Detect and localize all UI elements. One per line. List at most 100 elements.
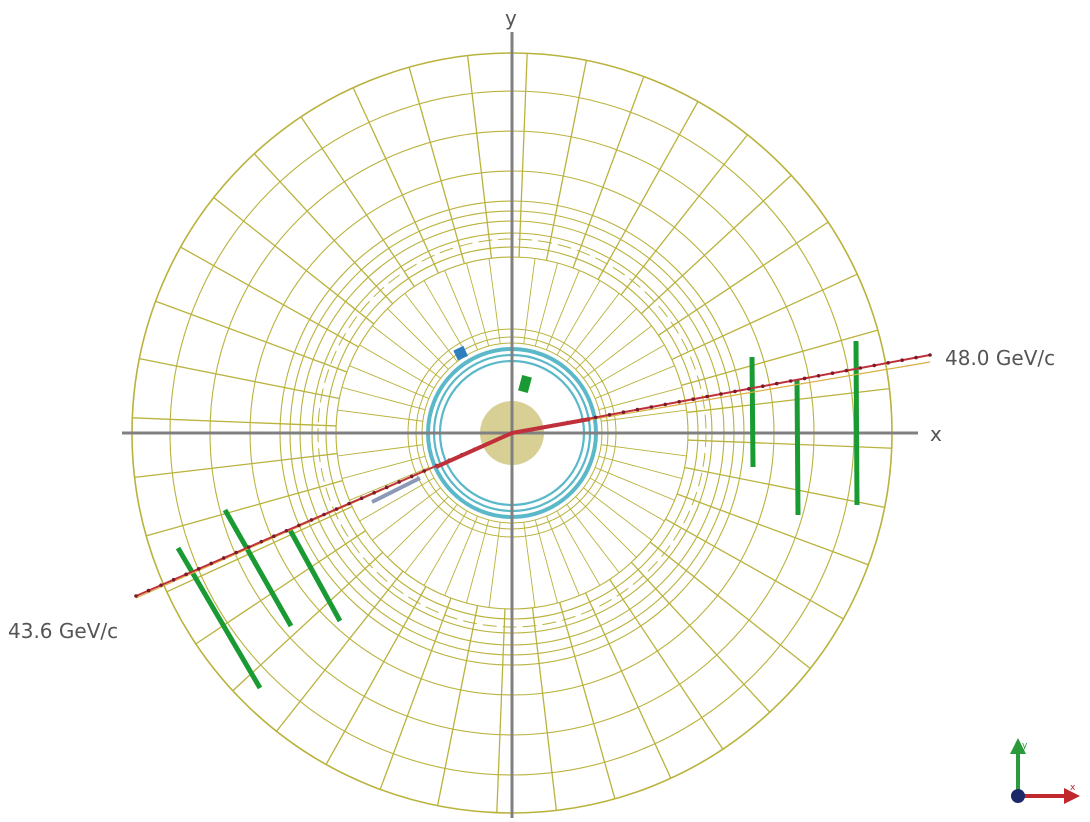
- muon-hit-right-3: [853, 340, 860, 506]
- track-right-point: [607, 413, 612, 417]
- track-left-point: [146, 588, 151, 593]
- detector-spoke: [253, 153, 394, 305]
- track-right-point: [914, 355, 918, 360]
- detector-spoke: [584, 592, 672, 779]
- muon-hit-right-1: [749, 356, 756, 468]
- detector-spoke: [325, 586, 427, 765]
- detector-inner-spoke: [594, 365, 675, 399]
- detector-spoke: [671, 273, 858, 361]
- track-left-point: [221, 556, 226, 560]
- detector-inner-spoke: [404, 504, 458, 573]
- detector-inner-spoke: [598, 455, 683, 479]
- triad-y-arrowhead-icon: [1010, 738, 1026, 754]
- detector-spoke: [352, 87, 440, 274]
- detector-spoke: [687, 439, 892, 449]
- detector-spoke: [466, 55, 493, 259]
- detector-spoke: [518, 53, 528, 258]
- detector-inner-spoke: [444, 270, 478, 351]
- track-right-point: [621, 410, 626, 415]
- muon-hits: [175, 340, 860, 690]
- track-left-point: [322, 512, 326, 517]
- detector-spoke: [684, 466, 885, 509]
- detector-inner-spoke: [349, 365, 430, 399]
- detector-inner-spoke: [583, 325, 652, 379]
- detector-spoke: [609, 579, 724, 750]
- track-left-point: [159, 583, 163, 587]
- track-left-inner: [435, 431, 513, 469]
- track-right-inner: [511, 417, 591, 435]
- detector-spoke: [139, 357, 340, 400]
- triad-origin-icon: [1011, 789, 1025, 803]
- muon-hit-left-2: [222, 508, 294, 628]
- track-right-point: [733, 389, 737, 394]
- orientation-triad: y x: [1010, 738, 1080, 804]
- track-right-point: [788, 379, 793, 383]
- detector-spoke: [496, 608, 506, 813]
- track-right-point: [593, 415, 598, 420]
- detector-spoke: [545, 60, 588, 261]
- detector-inner-spoke: [534, 519, 558, 604]
- detector-inner-spoke: [466, 519, 490, 604]
- track-right-point: [886, 361, 890, 365]
- detector-inner-spoke: [359, 477, 435, 522]
- detector-spoke: [180, 246, 359, 348]
- detector-inner-spoke: [404, 293, 458, 362]
- detector-inner-spoke: [583, 487, 652, 541]
- detector-inner-spoke: [546, 270, 580, 351]
- track-left-point: [422, 469, 427, 473]
- detector-spoke: [408, 67, 465, 264]
- detector-inner-spoke: [556, 280, 601, 356]
- detector-spoke: [665, 518, 844, 620]
- muon-hit-right-2: [794, 379, 801, 516]
- triad-x-label: x: [1070, 783, 1076, 793]
- detector-inner-spoke: [466, 262, 490, 347]
- track-left-point: [347, 501, 351, 506]
- detector-spoke: [686, 387, 890, 414]
- detector-inner-spoke: [423, 510, 468, 586]
- track-left-point: [171, 577, 176, 582]
- track-left-point: [209, 561, 213, 566]
- detector-inner-spoke: [387, 496, 449, 558]
- track-right-point: [830, 371, 835, 376]
- track-right-point: [719, 392, 723, 396]
- track-right-point: [858, 366, 863, 370]
- track-left-point: [359, 496, 364, 501]
- track-left-point: [272, 534, 276, 539]
- track-right-point: [677, 400, 681, 404]
- detector-inner-spoke: [359, 344, 435, 389]
- detector-inner-spoke: [589, 477, 665, 522]
- inner-hit-segment: [371, 476, 421, 504]
- track-right-point: [844, 368, 849, 373]
- detector-spoke: [531, 607, 558, 811]
- track-left-point: [284, 529, 289, 533]
- detector-spoke: [134, 452, 338, 479]
- detector-spoke: [379, 597, 452, 790]
- track-left-point: [384, 485, 389, 490]
- x-axis-label: x: [930, 422, 942, 446]
- track-right-point: [649, 405, 654, 409]
- track-right-point: [761, 384, 765, 389]
- track-left-point: [134, 594, 138, 598]
- detector-spoke: [597, 101, 699, 280]
- detector-inner-spoke: [534, 262, 558, 347]
- track-right-point: [802, 376, 807, 381]
- track-left-point: [184, 572, 188, 577]
- detector-spoke: [276, 570, 404, 732]
- detector-spoke: [300, 116, 415, 287]
- track-right-point: [635, 407, 640, 412]
- detector-inner-spoke: [556, 510, 601, 586]
- track-right-point: [747, 387, 751, 391]
- track-label-left: 43.6 GeV/c: [8, 619, 118, 643]
- triad-y-label: y: [1022, 741, 1028, 751]
- detector-spoke: [132, 417, 337, 427]
- detector-inner-spoke: [341, 387, 426, 411]
- detector-inner-spoke: [444, 515, 478, 596]
- detector-spoke: [640, 174, 792, 315]
- detector-spoke: [436, 605, 479, 806]
- track-label-right: 48.0 GeV/c: [945, 346, 1055, 370]
- detector-spoke: [649, 541, 811, 669]
- track-left-point: [247, 545, 251, 549]
- detector-spoke: [213, 197, 375, 325]
- detector-spoke: [630, 561, 771, 713]
